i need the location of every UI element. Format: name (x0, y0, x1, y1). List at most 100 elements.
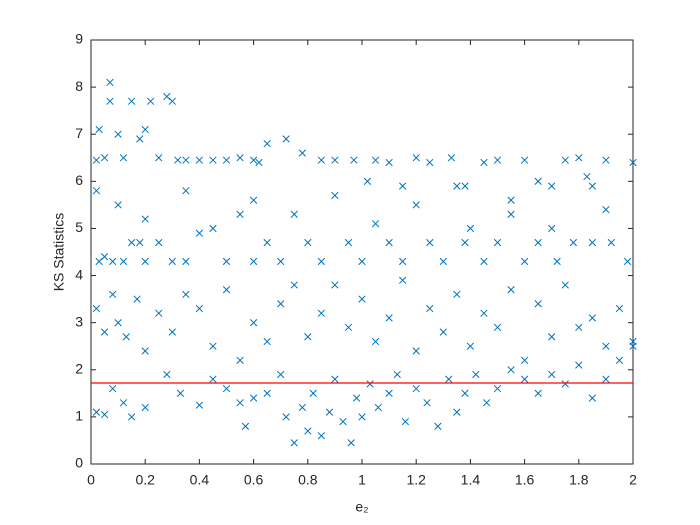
data-point (222, 257, 231, 266)
data-point (236, 356, 244, 365)
data-point (195, 401, 204, 409)
data-point (236, 154, 244, 162)
data-point (534, 238, 542, 247)
data-point (114, 201, 122, 209)
data-point (304, 427, 312, 435)
data-point (412, 384, 420, 393)
data-point (548, 182, 556, 190)
data-point (602, 205, 610, 214)
data-point (119, 257, 128, 266)
data-point (583, 172, 591, 181)
data-point (209, 342, 217, 350)
data-point (109, 290, 117, 299)
data-point (298, 403, 307, 412)
data-point (114, 319, 122, 327)
data-point (277, 370, 285, 379)
data-point (561, 281, 569, 289)
data-point (255, 158, 263, 167)
data-point (588, 314, 597, 322)
y-tick-label: 2 (75, 360, 83, 376)
x-tick-label: 1.2 (406, 472, 426, 488)
data-point (453, 290, 461, 299)
data-point (615, 304, 624, 313)
data-point (155, 238, 163, 247)
data-point (602, 375, 610, 383)
x-tick-label: 1.8 (569, 472, 589, 488)
data-point (412, 201, 420, 209)
data-point (507, 196, 515, 204)
data-point (92, 408, 101, 416)
data-point (195, 229, 204, 237)
data-point (127, 413, 136, 421)
data-point (92, 187, 101, 195)
y-tick-label: 7 (75, 125, 83, 141)
x-tick-label: 0.6 (244, 472, 264, 488)
x-tick-label: 0.2 (135, 472, 155, 488)
data-point (249, 156, 258, 164)
data-point (133, 295, 141, 303)
data-point (249, 257, 258, 266)
data-point (222, 156, 231, 164)
data-point (493, 238, 502, 247)
data-point (209, 224, 217, 233)
data-point (534, 300, 542, 308)
x-tick-label: 0.8 (298, 472, 318, 488)
data-point (100, 410, 109, 419)
data-point (331, 156, 339, 164)
x-axis-label: e₂ (355, 499, 368, 515)
data-point (466, 224, 475, 233)
data-point (398, 257, 407, 266)
data-point (493, 323, 502, 332)
y-tick-label: 4 (75, 266, 83, 282)
data-point (92, 156, 101, 164)
data-point (298, 149, 307, 157)
data-point (363, 177, 372, 185)
data-point (106, 97, 114, 105)
data-point (195, 304, 204, 313)
data-point (520, 375, 529, 383)
data-point (602, 342, 610, 350)
y-tick-label: 0 (75, 455, 83, 471)
y-tick-label: 5 (75, 219, 83, 235)
data-point (602, 156, 610, 164)
data-point (168, 97, 176, 105)
data-point (483, 399, 491, 407)
data-point (263, 389, 271, 397)
data-point (453, 182, 461, 190)
data-point (426, 238, 434, 247)
data-point (412, 154, 420, 162)
data-point (507, 366, 515, 374)
data-point (439, 328, 447, 336)
data-point (548, 333, 556, 341)
data-point (439, 257, 447, 266)
data-point (629, 158, 637, 167)
data-point (100, 154, 109, 162)
data-point (331, 281, 339, 289)
data-point (520, 156, 529, 164)
data-point (520, 257, 529, 266)
data-point (352, 394, 361, 402)
data-point (241, 422, 250, 430)
data-point (385, 314, 393, 322)
data-point (561, 156, 569, 164)
data-point (317, 257, 326, 266)
data-point (569, 238, 578, 247)
data-point (222, 286, 231, 294)
data-point (141, 347, 149, 355)
data-point (366, 380, 374, 388)
data-point (398, 182, 407, 190)
data-point (290, 210, 298, 218)
data-point (507, 210, 515, 218)
data-point (174, 156, 182, 164)
data-point (195, 156, 204, 164)
data-point (358, 257, 366, 266)
data-point (358, 413, 366, 421)
data-point (480, 309, 488, 317)
data-point (277, 300, 285, 308)
data-point (507, 286, 515, 294)
data-point (548, 370, 556, 379)
data-point (374, 403, 382, 412)
data-point (236, 399, 244, 407)
data-point (385, 389, 393, 397)
